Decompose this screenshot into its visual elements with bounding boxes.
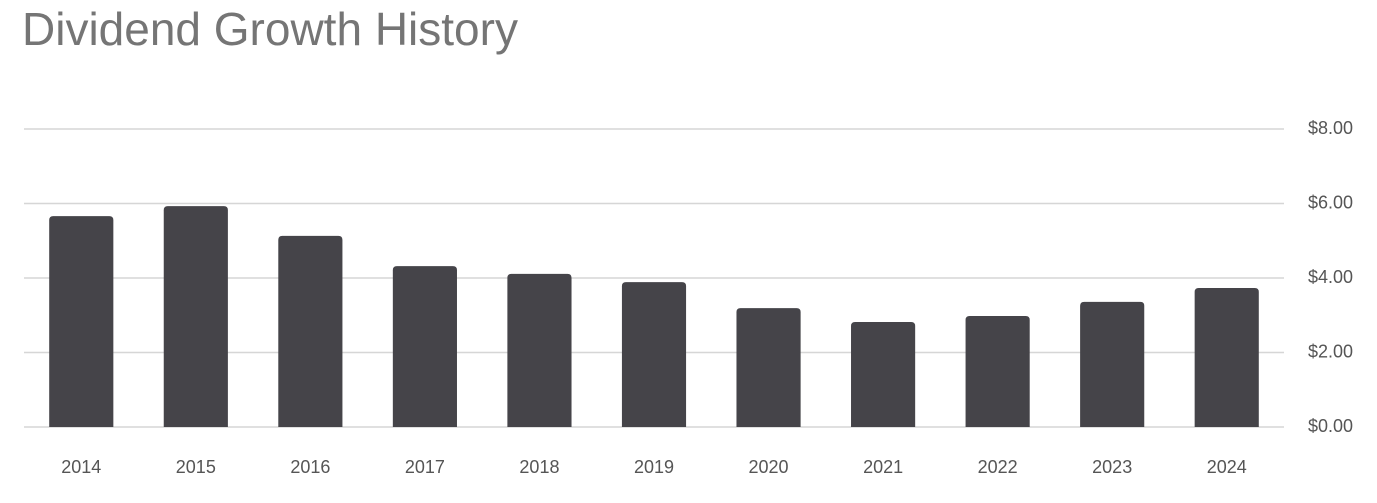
x-tick-label: 2019 [634,457,674,477]
bar [1080,301,1145,427]
bar [507,273,572,427]
x-tick-label: 2016 [290,457,330,477]
y-tick-label: $0.00 [1308,416,1353,436]
x-tick-label: 2024 [1207,457,1247,477]
bar [1194,288,1259,427]
bar [851,321,916,427]
x-tick-label: 2021 [863,457,903,477]
y-tick-label: $2.00 [1308,341,1353,361]
bar [49,216,114,427]
x-tick-label: 2022 [978,457,1018,477]
x-tick-label: 2023 [1092,457,1132,477]
x-tick-label: 2017 [405,457,445,477]
y-tick-label: $8.00 [1308,118,1353,138]
bar [736,308,801,427]
bar [392,266,457,427]
x-tick-label: 2018 [519,457,559,477]
bar [278,235,343,427]
x-tick-label: 2014 [61,457,101,477]
bar [965,315,1030,427]
y-tick-label: $6.00 [1308,192,1353,212]
x-tick-label: 2020 [749,457,789,477]
y-tick-label: $4.00 [1308,267,1353,287]
x-tick-label: 2015 [176,457,216,477]
bar [621,282,687,427]
chart-title: Dividend Growth History [22,3,518,55]
bar [163,206,228,427]
